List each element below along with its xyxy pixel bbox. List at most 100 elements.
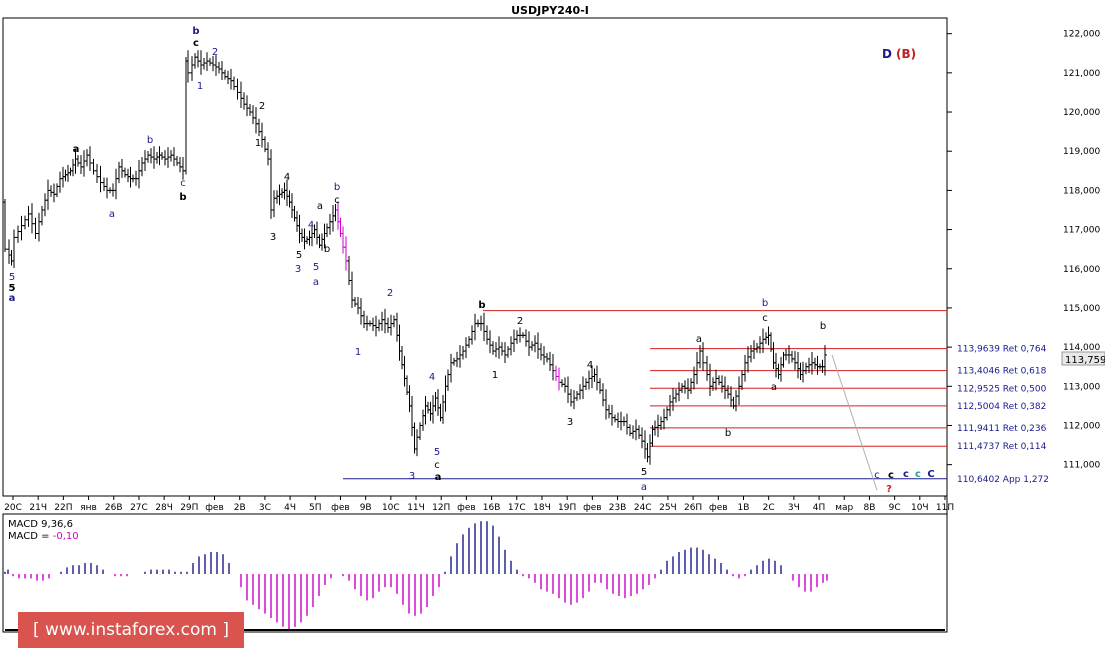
price-bar bbox=[752, 340, 756, 360]
price-bar bbox=[220, 61, 224, 80]
price-bar bbox=[458, 345, 462, 368]
last-price-box bbox=[1061, 351, 1105, 366]
price-bar bbox=[607, 404, 611, 419]
time-tick-label: 20С bbox=[4, 503, 22, 513]
price-bar bbox=[677, 382, 681, 402]
price-bar bbox=[239, 81, 243, 109]
price-bar bbox=[545, 352, 549, 363]
price-bar bbox=[397, 324, 402, 361]
price-bar bbox=[55, 183, 59, 198]
price-bar bbox=[509, 336, 513, 356]
price-bar bbox=[226, 70, 230, 85]
fib-level-label: 113,4046 Ret 0,618 bbox=[957, 367, 1047, 377]
price-bar bbox=[796, 351, 800, 379]
price-bar bbox=[491, 341, 495, 355]
price-bar bbox=[356, 297, 360, 315]
price-bar bbox=[341, 226, 345, 254]
price-bar bbox=[761, 328, 765, 353]
price-bar bbox=[764, 332, 768, 344]
price-bar bbox=[402, 355, 407, 387]
price-bar bbox=[102, 177, 106, 192]
price-bar bbox=[26, 205, 31, 227]
wave-label: c bbox=[193, 38, 199, 49]
wave-label: c bbox=[334, 195, 340, 206]
fib-level-label: 111,9411 Ret 0,236 bbox=[957, 424, 1047, 434]
corner-label-main: D bbox=[882, 47, 892, 61]
macd-value: -0,10 bbox=[53, 531, 79, 542]
price-bar bbox=[146, 151, 150, 163]
price-bar bbox=[333, 203, 338, 222]
price-bar bbox=[79, 155, 83, 175]
price-bar bbox=[436, 389, 440, 416]
price-bar bbox=[595, 365, 599, 391]
price-bar bbox=[584, 378, 588, 390]
wave-label: c bbox=[874, 470, 880, 481]
wave-label: c bbox=[762, 313, 768, 324]
price-bar bbox=[604, 389, 608, 420]
price-bar bbox=[205, 52, 209, 72]
price-bar bbox=[415, 429, 419, 457]
price-bar bbox=[746, 346, 750, 373]
price-bar bbox=[392, 315, 396, 328]
wave-label: 4 bbox=[587, 360, 593, 371]
fib-level-label: 112,9525 Ret 0,500 bbox=[957, 384, 1047, 394]
corner-label-sub: (B) bbox=[896, 47, 916, 61]
price-bar bbox=[248, 104, 252, 116]
time-tick-label: 12П bbox=[432, 503, 450, 513]
price-bar bbox=[441, 395, 445, 424]
price-bar bbox=[625, 413, 629, 435]
time-tick-label: 1В bbox=[738, 503, 750, 513]
price-bar bbox=[662, 408, 666, 430]
price-bar bbox=[362, 310, 366, 329]
price-bar bbox=[285, 179, 289, 206]
price-bar bbox=[533, 335, 537, 353]
time-tick-label: 9В bbox=[360, 503, 372, 513]
time-tick-label: 23В bbox=[609, 503, 627, 513]
price-bar bbox=[235, 78, 240, 100]
time-tick-label: фев bbox=[709, 503, 728, 513]
price-bar bbox=[33, 217, 38, 239]
fib-level-label: 110,6402 App 1,272 bbox=[957, 475, 1049, 485]
price-bar bbox=[515, 330, 519, 344]
price-bar bbox=[815, 355, 820, 375]
price-bar bbox=[317, 234, 322, 249]
price-bar bbox=[798, 362, 803, 380]
price-bar bbox=[282, 182, 287, 200]
price-bar bbox=[452, 357, 456, 366]
time-tick-label: 28Ч bbox=[155, 503, 173, 513]
price-bar bbox=[254, 107, 258, 134]
time-tick-label: 5П bbox=[309, 503, 322, 513]
wave-label: 4 bbox=[284, 172, 290, 183]
price-bar bbox=[650, 425, 655, 447]
price-bar bbox=[734, 390, 738, 412]
price-bar bbox=[575, 390, 579, 401]
price-bar bbox=[572, 390, 576, 410]
wave-label: a bbox=[317, 201, 323, 212]
price-bar bbox=[23, 215, 27, 230]
wave-label: 3 bbox=[295, 264, 301, 275]
macd-title: MACD 9,36,6 bbox=[8, 519, 73, 530]
price-bar bbox=[426, 401, 430, 414]
price-bar bbox=[105, 177, 109, 199]
price-bar bbox=[297, 214, 302, 244]
price-bar bbox=[774, 352, 778, 378]
price-bar bbox=[7, 239, 11, 264]
time-tick-label: 2В bbox=[234, 503, 246, 513]
price-bar bbox=[473, 313, 477, 341]
time-tick-label: фев bbox=[583, 503, 602, 513]
price-tick-label: 117,000 bbox=[1063, 226, 1100, 236]
price-bar bbox=[455, 351, 459, 368]
price-bar bbox=[512, 329, 516, 353]
time-tick-label: 18Ч bbox=[533, 503, 551, 513]
price-bar bbox=[410, 396, 414, 437]
price-bar bbox=[527, 331, 531, 356]
price-bar bbox=[389, 314, 393, 336]
projection-line bbox=[831, 354, 878, 491]
price-bar bbox=[175, 155, 179, 166]
price-bar bbox=[400, 345, 404, 370]
price-tick-label: 118,000 bbox=[1063, 186, 1100, 196]
price-bar bbox=[692, 366, 696, 390]
time-tick-label: 11П bbox=[936, 503, 954, 513]
price-bar bbox=[353, 296, 357, 307]
